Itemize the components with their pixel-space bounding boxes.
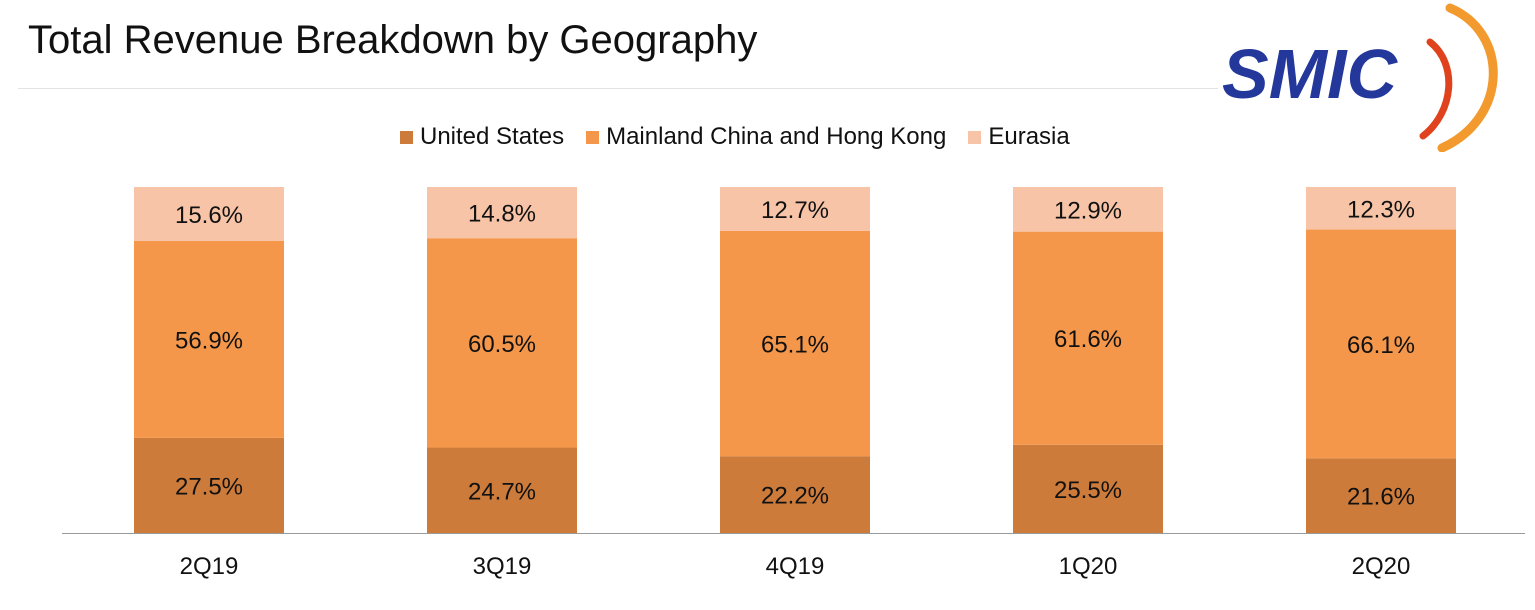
x-tick-label-1Q20: 1Q20 (1059, 553, 1118, 580)
data-label-3Q19-1: 60.5% (468, 331, 536, 358)
bar-segment-4Q19-1 (720, 230, 870, 457)
legend-label-eurasia: Eurasia (988, 123, 1070, 150)
x-tick-label-2Q19: 2Q19 (180, 553, 239, 580)
title-divider (18, 88, 1218, 89)
data-label-3Q19-2: 14.8% (468, 201, 536, 228)
legend-label-us: United States (420, 123, 565, 150)
legend-label-china-hk: Mainland China and Hong Kong (606, 123, 947, 150)
bar-segment-3Q19-0 (427, 447, 577, 533)
bar-segment-1Q20-0 (1013, 444, 1163, 533)
bar-segment-2Q20-0 (1306, 458, 1456, 533)
bar-segment-2Q20-2 (1306, 187, 1456, 230)
data-label-1Q20-1: 61.6% (1054, 326, 1122, 353)
logo-wordmark: SMIC (1222, 35, 1398, 113)
logo-swoosh-outer (1437, 3, 1498, 152)
data-label-2Q20-0: 21.6% (1347, 484, 1415, 511)
bar-segment-2Q19-2 (134, 187, 284, 241)
legend-item-eurasia: Eurasia (968, 123, 1070, 151)
x-tick-label-4Q19: 4Q19 (766, 553, 825, 580)
legend-swatch-eurasia (968, 130, 982, 144)
bar-segment-3Q19-2 (427, 187, 577, 239)
chart-legend: United States Mainland China and Hong Ko… (400, 122, 1092, 152)
page-title: Total Revenue Breakdown by Geography (28, 18, 758, 62)
data-label-1Q20-0: 25.5% (1054, 477, 1122, 504)
data-label-1Q20-2: 12.9% (1054, 197, 1122, 224)
smic-logo: SMIC (1222, 3, 1498, 152)
data-label-2Q19-0: 27.5% (175, 473, 243, 500)
data-label-4Q19-1: 65.1% (761, 332, 829, 359)
data-label-2Q20-1: 66.1% (1347, 332, 1415, 359)
bar-segment-1Q20-1 (1013, 231, 1163, 445)
x-tick-label-3Q19: 3Q19 (473, 553, 532, 580)
data-label-2Q19-2: 15.6% (175, 202, 243, 229)
x-tick-label-2Q20: 2Q20 (1352, 553, 1411, 580)
bar-segment-2Q20-1 (1306, 229, 1456, 459)
bar-segment-4Q19-2 (720, 187, 870, 231)
bar-segment-4Q19-0 (720, 456, 870, 533)
data-label-3Q19-0: 24.7% (468, 478, 536, 505)
legend-swatch-china-hk (586, 130, 600, 144)
legend-item-china-hk: Mainland China and Hong Kong (586, 123, 946, 151)
bar-segment-2Q19-1 (134, 240, 284, 438)
bar-segment-2Q19-0 (134, 437, 284, 533)
logo-swoosh-inner (1419, 38, 1453, 140)
data-label-2Q20-2: 12.3% (1347, 196, 1415, 223)
bar-segment-3Q19-1 (427, 238, 577, 448)
legend-swatch-us (400, 130, 413, 144)
data-label-2Q19-1: 56.9% (175, 327, 243, 354)
bar-segment-1Q20-2 (1013, 187, 1163, 232)
data-label-4Q19-2: 12.7% (761, 197, 829, 224)
legend-item-us: United States (400, 123, 564, 151)
data-label-4Q19-0: 22.2% (761, 483, 829, 510)
